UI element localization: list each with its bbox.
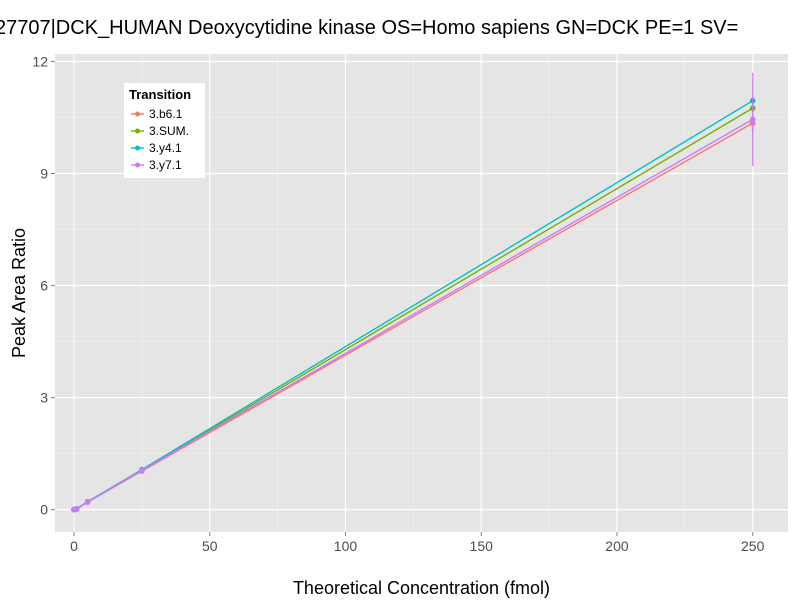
y-tick-label: 6: [40, 278, 48, 294]
data-point: [84, 499, 91, 505]
x-tick-label: 150: [470, 538, 494, 554]
data-point: [139, 467, 145, 474]
series-layer: [71, 72, 756, 513]
chart-title: 27707|DCK_HUMAN Deoxycytidine kinase OS=…: [0, 17, 739, 39]
x-tick-label: 250: [741, 538, 765, 554]
x-tick-label: 0: [70, 538, 78, 554]
data-point: [749, 116, 756, 123]
legend-item: 3.y7.1: [131, 158, 182, 172]
legend-swatch-point: [135, 128, 140, 134]
y-tick-label: 3: [40, 390, 48, 406]
y-axis: 0 3 6 9 12: [32, 53, 55, 518]
legend-label: 3.SUM.: [149, 124, 189, 138]
legend-label: 3.y4.1: [149, 141, 182, 155]
legend-title: Transition: [129, 87, 191, 102]
legend-label: 3.y7.1: [149, 158, 182, 172]
y-tick-label: 9: [40, 166, 48, 182]
legend-label: 3.b6.1: [149, 107, 183, 121]
data-point: [73, 506, 80, 512]
y-axis-title: Peak Area Ratio: [9, 228, 29, 358]
series-3.y7.1: [71, 72, 756, 513]
legend-swatch-point: [135, 145, 140, 151]
y-tick-label: 12: [32, 53, 48, 69]
legend-item: 3.SUM.: [131, 124, 189, 138]
legend-item: 3.b6.1: [131, 107, 183, 121]
x-axis-title: Theoretical Concentration (fmol): [293, 578, 550, 598]
legend-swatch-point: [135, 162, 140, 168]
legend-item: 3.y4.1: [131, 141, 182, 155]
y-tick-label: 0: [40, 502, 48, 518]
x-tick-label: 100: [334, 538, 358, 554]
legend: Transition 3.b6.1 3.SUM. 3.y4.1 3.y7.1: [124, 83, 205, 178]
legend-swatch-point: [135, 111, 140, 117]
x-tick-label: 200: [605, 538, 629, 554]
x-axis: 0 50 100 150 200 250: [70, 532, 765, 554]
legend-items: 3.b6.1 3.SUM. 3.y4.1 3.y7.1: [131, 107, 189, 172]
x-tick-label: 50: [202, 538, 218, 554]
